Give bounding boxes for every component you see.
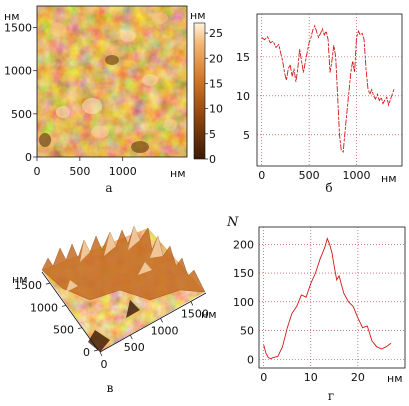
colorbar-tick-label: 0 xyxy=(209,153,216,166)
panel-c-x-tick-label: 500 xyxy=(124,341,145,354)
panel-d-y-tick-label: 100 xyxy=(233,296,254,309)
panel-d-y-symbol: N xyxy=(226,215,239,230)
panel-a-x-tick-label: 1000 xyxy=(109,165,137,178)
panel-c-x-tick-label: 0 xyxy=(101,358,108,371)
panel-d-caption: г xyxy=(328,389,334,403)
panel-c-y-tick-label: 1500 xyxy=(14,279,42,292)
surface-3d-highlights xyxy=(66,226,163,292)
colorbar-tick-label: 25 xyxy=(209,27,223,40)
panel-c-x-tick-mark xyxy=(99,351,103,357)
panel-c-x-unit: нм xyxy=(201,308,217,321)
panel-c-y-tick-label: 500 xyxy=(53,324,74,337)
panel-c-y-tick-mark xyxy=(61,305,67,307)
panel-c-x-tick-mark xyxy=(160,318,163,323)
panel-a-ticks: 0 500 1000 0 500 1000 1500 0 5 10 15 20 25 xyxy=(4,22,223,178)
surface-3d-shadow xyxy=(88,300,140,352)
panel-d-y-tick-label: 200 xyxy=(233,238,254,251)
colorbar-tick-label: 5 xyxy=(209,128,216,141)
panel-b-y-tick-label: 10 xyxy=(236,90,250,103)
panel-a-y-tick-label: 500 xyxy=(11,108,32,121)
panel-d-x-tick-label: 10 xyxy=(304,371,318,384)
panel-a-x-unit: нм xyxy=(170,167,186,180)
panel-b-grid xyxy=(257,14,402,166)
panel-c-y-tick-label: 0 xyxy=(83,346,90,359)
panel-d-y-tick-label: 50 xyxy=(240,325,254,338)
surface-3d-x-axis xyxy=(99,292,207,353)
colorbar-tick-label: 15 xyxy=(209,77,223,90)
panel-c-y-tick-label: 1000 xyxy=(30,301,58,314)
panel-d-distribution-line xyxy=(263,237,392,360)
panel-c-y-tick-mark xyxy=(77,327,83,330)
panel-b-x-tick-label: 1000 xyxy=(343,169,371,182)
panel-c-x-tick-label: 1500 xyxy=(181,307,209,320)
panel-a-caption: а xyxy=(105,181,112,195)
panel-d-x-tick-label: 0 xyxy=(260,371,267,384)
panel-b-x-unit: нм xyxy=(381,172,397,185)
afm-image-frame xyxy=(36,5,188,158)
panel-c-x-tick-label: 1000 xyxy=(151,324,179,337)
panel-d-x-unit: нм xyxy=(387,372,403,385)
panel-c-x-tick-mark xyxy=(190,301,194,306)
panel-c-caption: в xyxy=(107,381,114,395)
panel-a-colorbar-unit: нм xyxy=(190,9,206,22)
colorbar xyxy=(193,22,206,160)
panel-b-y-tick-label: 5 xyxy=(243,129,250,142)
panel-d-y-tick-label: 150 xyxy=(233,267,254,280)
panel-d-y-tick-label: 0 xyxy=(247,353,254,366)
panel-b-x-tick-label: 0 xyxy=(258,169,265,182)
panel-b: 0 500 1000 5 10 15 нм б xyxy=(236,13,403,195)
panel-a-y-unit: нм xyxy=(4,10,20,23)
panel-b-frame xyxy=(256,13,403,167)
panel-d-x-tick-label: 20 xyxy=(351,371,365,384)
panel-b-ticks: 0 500 1000 5 10 15 xyxy=(236,51,371,182)
panel-a-y-tick-label: 0 xyxy=(25,151,32,164)
panel-a-x-tick-label: 0 xyxy=(34,165,41,178)
panel-c-y-unit: нм xyxy=(12,273,28,286)
panel-d-frame xyxy=(258,226,406,369)
panel-d-grid xyxy=(259,227,405,368)
surface-3d-y-axis xyxy=(41,271,99,351)
afm-grains xyxy=(39,12,177,153)
panel-b-profile-line xyxy=(261,24,395,153)
panel-c-y-tick-mark xyxy=(93,349,99,352)
panel-a-y-tick-label: 1000 xyxy=(4,65,32,78)
colorbar-tick-label: 20 xyxy=(209,52,223,65)
panel-c-x-tick-mark xyxy=(129,334,133,340)
surface-3d-peaks xyxy=(41,225,206,301)
panel-b-y-tick-label: 15 xyxy=(236,51,250,64)
panel-a-x-tick-label: 500 xyxy=(69,165,90,178)
panel-b-caption: б xyxy=(325,181,332,195)
colorbar-tick-label: 10 xyxy=(209,103,223,116)
panel-a-y-tick-label: 1500 xyxy=(4,22,32,35)
panel-b-x-tick-label: 500 xyxy=(299,169,320,182)
panel-c-y-tick-mark xyxy=(45,282,51,285)
